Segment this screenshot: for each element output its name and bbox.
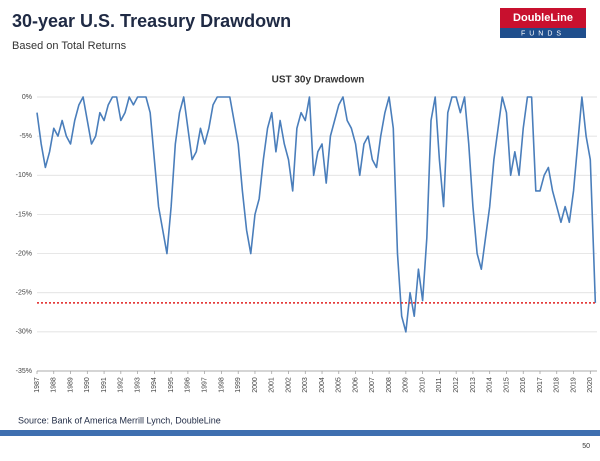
logo-sub: FUNDS bbox=[521, 30, 565, 37]
x-tick-label: 2017 bbox=[537, 377, 544, 393]
y-tick-label: -35% bbox=[16, 368, 32, 375]
slide-title: 30-year U.S. Treasury Drawdown bbox=[12, 11, 291, 31]
x-tick-label: 1987 bbox=[34, 377, 41, 393]
x-tick-label: 2000 bbox=[252, 377, 259, 393]
x-tick-label: 2014 bbox=[487, 377, 494, 393]
y-tick-label: -15% bbox=[16, 211, 32, 218]
x-tick-label: 2019 bbox=[570, 377, 577, 393]
x-tick-label: 1997 bbox=[202, 377, 209, 393]
y-tick-label: -25% bbox=[16, 290, 32, 297]
x-tick-label: 2002 bbox=[285, 377, 292, 393]
x-tick-label: 1996 bbox=[185, 377, 192, 393]
logo-name: DoubleLine bbox=[513, 12, 573, 24]
x-tick-label: 2001 bbox=[269, 377, 276, 393]
x-tick-label: 1990 bbox=[84, 377, 91, 393]
x-tick-label: 2004 bbox=[319, 377, 326, 393]
x-tick-label: 1992 bbox=[118, 377, 125, 393]
x-tick-label: 1989 bbox=[67, 377, 74, 393]
logo-box bbox=[500, 8, 586, 28]
x-tick-label: 2013 bbox=[470, 377, 477, 393]
x-tick-label: 1993 bbox=[134, 377, 141, 393]
x-tick-label: 2011 bbox=[436, 377, 443, 392]
slide-subtitle: Based on Total Returns bbox=[12, 40, 127, 52]
x-tick-label: 2006 bbox=[352, 377, 359, 393]
x-tick-label: 2020 bbox=[587, 377, 594, 393]
x-tick-label: 2010 bbox=[419, 377, 426, 393]
x-tick-label: 1991 bbox=[101, 377, 108, 393]
x-tick-label: 2012 bbox=[453, 377, 460, 393]
x-tick-label: 2007 bbox=[369, 377, 376, 393]
x-tick-label: 1995 bbox=[168, 377, 175, 393]
page-number: 50 bbox=[582, 443, 590, 450]
x-tick-label: 2016 bbox=[520, 377, 527, 393]
x-tick-label: 2009 bbox=[403, 377, 410, 393]
x-tick-label: 2005 bbox=[336, 377, 343, 393]
x-tick-label: 1994 bbox=[151, 377, 158, 393]
source: Source: Bank of America Merrill Lynch, D… bbox=[18, 415, 221, 425]
y-tick-label: -10% bbox=[16, 172, 32, 179]
x-tick-label: 2015 bbox=[503, 377, 510, 393]
x-tick-label: 2018 bbox=[554, 377, 561, 393]
footer-bar bbox=[0, 430, 600, 436]
chart-title: UST 30y Drawdown bbox=[272, 75, 365, 86]
x-tick-label: 2008 bbox=[386, 377, 393, 393]
drawdown-line bbox=[36, 96, 597, 333]
y-tick-label: 0% bbox=[22, 94, 32, 101]
y-tick-label: -5% bbox=[20, 133, 32, 140]
x-tick-label: 1998 bbox=[218, 377, 225, 393]
x-tick-label: 2003 bbox=[302, 377, 309, 393]
logo-bar bbox=[500, 28, 586, 38]
x-tick-label: 1999 bbox=[235, 377, 242, 393]
y-tick-label: -20% bbox=[16, 250, 32, 257]
y-tick-label: -30% bbox=[16, 329, 32, 336]
x-tick-label: 1988 bbox=[51, 377, 58, 393]
